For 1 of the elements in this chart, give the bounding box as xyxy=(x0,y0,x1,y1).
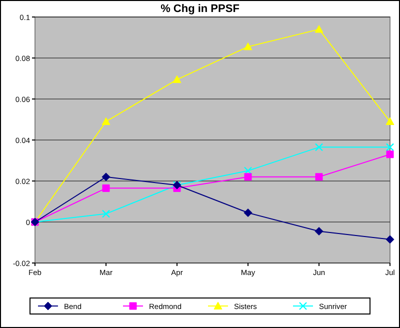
chart-title: % Chg in PPSF xyxy=(160,3,240,15)
